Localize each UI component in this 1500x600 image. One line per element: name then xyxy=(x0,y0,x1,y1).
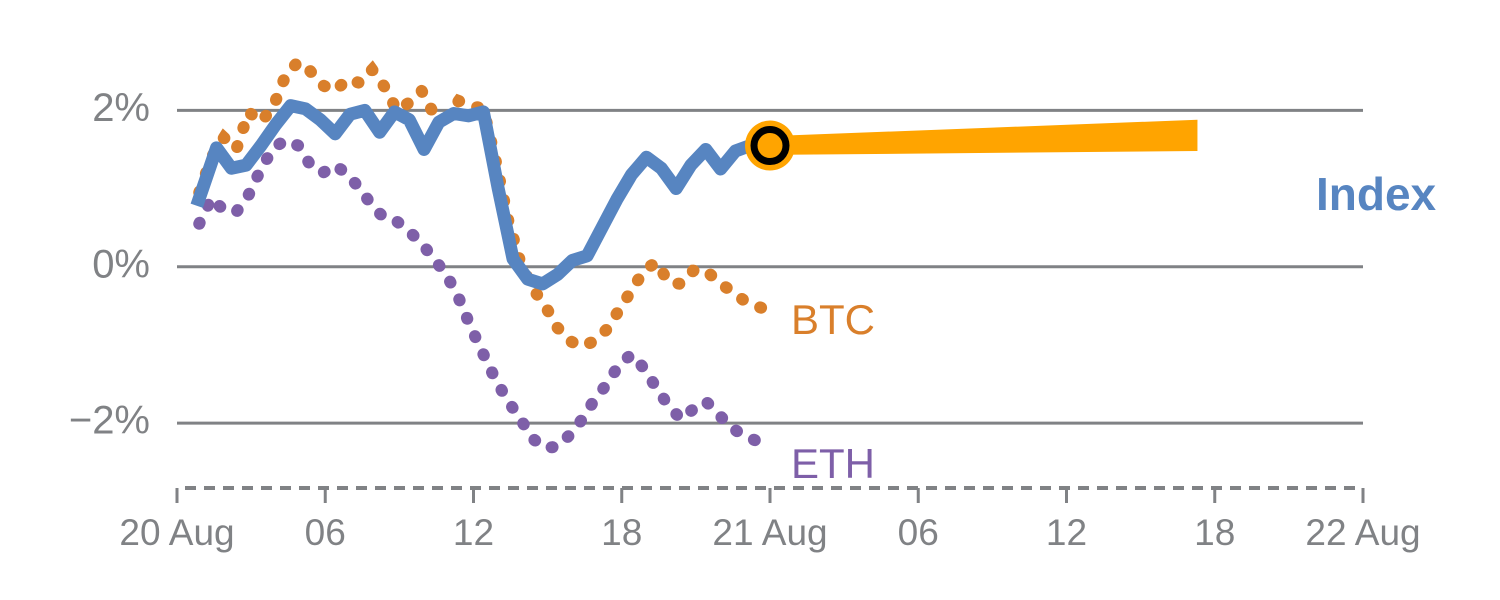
y-tick-label: 0% xyxy=(92,242,150,286)
x-tick-label: 12 xyxy=(453,512,494,553)
forecast-band xyxy=(770,119,1198,155)
series-line-eth xyxy=(193,133,774,455)
x-tick-label: 06 xyxy=(305,512,346,553)
y-axis-labels: 2% 0% −2% xyxy=(69,86,150,443)
series-line-index xyxy=(190,99,770,291)
x-tick-label: 12 xyxy=(1046,512,1087,553)
x-axis-ticks xyxy=(175,488,1365,503)
y-tick-label: −2% xyxy=(69,399,150,443)
series-label-index: Index xyxy=(1316,168,1437,220)
y-tick-label: 2% xyxy=(92,86,150,130)
x-tick-label: 21 Aug xyxy=(712,512,827,553)
current-value-marker[interactable] xyxy=(745,120,795,171)
marker-ring xyxy=(750,126,790,166)
x-tick-label: 22 Aug xyxy=(1305,512,1420,553)
x-tick-label: 18 xyxy=(1194,512,1235,553)
x-axis-labels: 20 Aug 06 12 18 21 Aug 06 12 18 22 Aug xyxy=(119,512,1420,553)
series-label-eth: ETH xyxy=(791,440,875,487)
x-tick-label: 18 xyxy=(601,512,642,553)
x-tick-label: 06 xyxy=(898,512,939,553)
x-tick-label: 20 Aug xyxy=(119,512,234,553)
series-label-btc: BTC xyxy=(791,296,875,343)
gridlines xyxy=(177,108,1363,425)
